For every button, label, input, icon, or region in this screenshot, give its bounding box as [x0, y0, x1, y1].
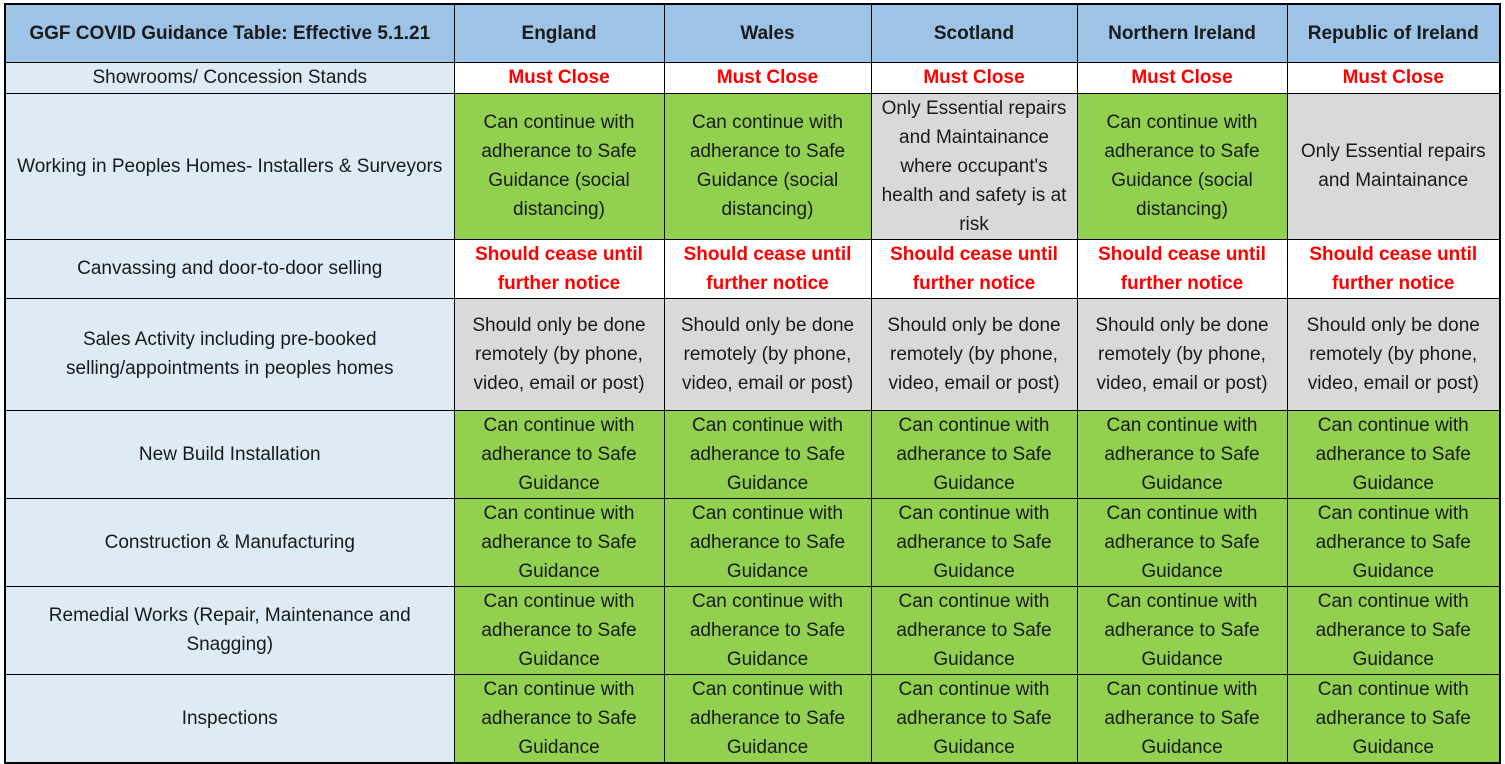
- row-header: Sales Activity including pre-booked sell…: [4, 297, 455, 411]
- row-header: Working in Peoples Homes- Installers & S…: [4, 92, 455, 240]
- cell-republic-of-ireland: Only Essential repairs and Maintainance: [1286, 92, 1501, 240]
- row-header: Construction & Manufacturing: [4, 497, 455, 587]
- cell-england: Can continue with adherance to Safe Guid…: [453, 409, 665, 499]
- table-row: Working in Peoples Homes- Installers & S…: [4, 92, 1501, 240]
- table-title: GGF COVID Guidance Table: Effective 5.1.…: [4, 3, 455, 63]
- table-row: Sales Activity including pre-booked sell…: [4, 297, 1501, 411]
- cell-england: Can continue with adherance to Safe Guid…: [453, 585, 665, 675]
- cell-scotland: Should cease until further notice: [870, 238, 1078, 299]
- table-row: New Build Installation Can continue with …: [4, 409, 1501, 499]
- row-header: Showrooms/ Concession Stands: [4, 61, 455, 94]
- cell-wales: Should only be done remotely (by phone, …: [663, 297, 872, 411]
- table-row: Canvassing and door-to-door selling Shoul…: [4, 238, 1501, 299]
- row-header: Remedial Works (Repair, Maintenance and …: [4, 585, 455, 675]
- cell-wales: Should cease until further notice: [663, 238, 872, 299]
- cell-republic-of-ireland: Can continue with adherance to Safe Guid…: [1286, 409, 1501, 499]
- cell-england: Can continue with adherance to Safe Guid…: [453, 497, 665, 587]
- cell-republic-of-ireland: Can continue with adherance to Safe Guid…: [1286, 673, 1501, 763]
- column-header-republic-of-ireland: Republic of Ireland: [1286, 3, 1501, 63]
- cell-republic-of-ireland: Should cease until further notice: [1286, 238, 1501, 299]
- cell-scotland: Can continue with adherance to Safe Guid…: [870, 673, 1078, 763]
- cell-scotland: Can continue with adherance to Safe Guid…: [870, 585, 1078, 675]
- covid-guidance-table: GGF COVID Guidance Table: Effective 5.1.…: [4, 3, 1501, 764]
- cell-scotland: Only Essential repairs and Maintainance …: [870, 92, 1078, 240]
- column-header-wales: Wales: [663, 3, 872, 63]
- cell-wales: Can continue with adherance to Safe Guid…: [663, 409, 872, 499]
- column-header-england: England: [453, 3, 665, 63]
- cell-northern-ireland: Can continue with adherance to Safe Guid…: [1076, 92, 1288, 240]
- cell-england: Should cease until further notice: [453, 238, 665, 299]
- cell-northern-ireland: Must Close: [1076, 61, 1288, 94]
- cell-republic-of-ireland: Should only be done remotely (by phone, …: [1286, 297, 1501, 411]
- cell-england: Can continue with adherance to Safe Guid…: [453, 673, 665, 763]
- cell-northern-ireland: Can continue with adherance to Safe Guid…: [1076, 585, 1288, 675]
- cell-scotland: Can continue with adherance to Safe Guid…: [870, 497, 1078, 587]
- cell-republic-of-ireland: Can continue with adherance to Safe Guid…: [1286, 585, 1501, 675]
- cell-scotland: Should only be done remotely (by phone, …: [870, 297, 1078, 411]
- cell-northern-ireland: Should only be done remotely (by phone, …: [1076, 297, 1288, 411]
- cell-wales: Can continue with adherance to Safe Guid…: [663, 92, 872, 240]
- cell-northern-ireland: Can continue with adherance to Safe Guid…: [1076, 409, 1288, 499]
- row-header: Inspections: [4, 673, 455, 763]
- table-row: Remedial Works (Repair, Maintenance and …: [4, 585, 1501, 675]
- cell-wales: Can continue with adherance to Safe Guid…: [663, 497, 872, 587]
- table-row: Inspections Can continue with adherance t…: [4, 673, 1501, 763]
- table-row: Showrooms/ Concession Stands Must Close Mu…: [4, 61, 1501, 94]
- cell-scotland: Can continue with adherance to Safe Guid…: [870, 409, 1078, 499]
- cell-wales: Can continue with adherance to Safe Guid…: [663, 673, 872, 763]
- cell-wales: Must Close: [663, 61, 872, 94]
- cell-republic-of-ireland: Can continue with adherance to Safe Guid…: [1286, 497, 1501, 587]
- row-header: New Build Installation: [4, 409, 455, 499]
- cell-wales: Can continue with adherance to Safe Guid…: [663, 585, 872, 675]
- column-header-scotland: Scotland: [870, 3, 1078, 63]
- cell-republic-of-ireland: Must Close: [1286, 61, 1501, 94]
- cell-england: Can continue with adherance to Safe Guid…: [453, 92, 665, 240]
- table-row: Construction & Manufacturing Can continue…: [4, 497, 1501, 587]
- column-header-northern-ireland: Northern Ireland: [1076, 3, 1288, 63]
- cell-england: Must Close: [453, 61, 665, 94]
- cell-scotland: Must Close: [870, 61, 1078, 94]
- cell-england: Should only be done remotely (by phone, …: [453, 297, 665, 411]
- header-row: GGF COVID Guidance Table: Effective 5.1.…: [4, 3, 1501, 63]
- cell-northern-ireland: Can continue with adherance to Safe Guid…: [1076, 673, 1288, 763]
- row-header: Canvassing and door-to-door selling: [4, 238, 455, 299]
- cell-northern-ireland: Should cease until further notice: [1076, 238, 1288, 299]
- cell-northern-ireland: Can continue with adherance to Safe Guid…: [1076, 497, 1288, 587]
